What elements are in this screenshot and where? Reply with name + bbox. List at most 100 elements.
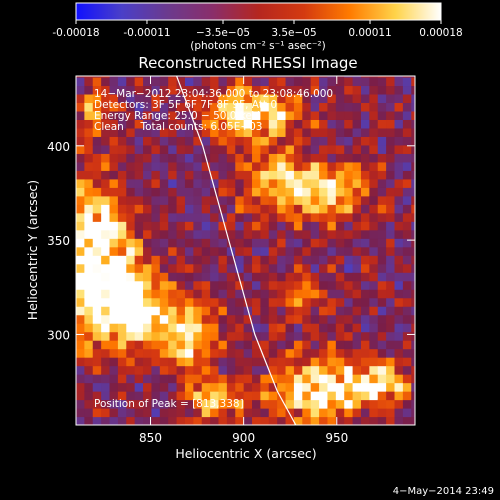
heatmap-cell	[402, 399, 412, 409]
heatmap-cell	[386, 119, 396, 129]
heatmap-cell	[218, 178, 228, 188]
heatmap-cell	[402, 76, 412, 87]
heatmap-cell	[201, 76, 211, 78]
heatmap-cell	[134, 314, 144, 324]
heatmap-cell	[369, 391, 379, 401]
heatmap-cell	[143, 297, 153, 307]
heatmap-cell	[184, 280, 194, 290]
heatmap-cell	[327, 187, 337, 197]
heatmap-cell	[193, 119, 203, 129]
heatmap-cell	[235, 195, 245, 205]
heatmap-cell	[109, 399, 119, 409]
heatmap-cell	[176, 110, 186, 120]
heatmap-cell	[285, 102, 295, 112]
heatmap-cell	[394, 221, 404, 231]
heatmap-cell	[84, 119, 94, 129]
heatmap-cell	[402, 204, 412, 214]
heatmap-cell	[335, 255, 345, 265]
heatmap-cell	[394, 297, 404, 307]
heatmap-cell	[327, 331, 337, 341]
heatmap-cell	[243, 93, 253, 104]
heatmap-cell	[243, 187, 253, 197]
heatmap-cell	[143, 314, 153, 324]
heatmap-cell	[92, 382, 102, 392]
heatmap-cell	[159, 153, 169, 163]
heatmap-cell	[344, 144, 354, 154]
heatmap-cell	[268, 323, 278, 333]
heatmap-cell	[252, 297, 261, 307]
heatmap-cell	[268, 76, 278, 87]
heatmap-cell	[134, 263, 144, 273]
heatmap-cell	[344, 314, 354, 324]
heatmap-cell	[335, 153, 345, 163]
heatmap-cell	[252, 331, 261, 341]
heatmap-cell	[235, 399, 245, 409]
heatmap-cell	[168, 357, 178, 367]
heatmap-cell	[302, 399, 312, 409]
heatmap-cell	[335, 187, 345, 197]
heatmap-cell	[277, 255, 287, 265]
heatmap-cell	[168, 110, 178, 120]
heatmap-cell	[134, 348, 144, 358]
heatmap-cell	[101, 306, 111, 316]
heatmap-cell	[268, 399, 278, 409]
heatmap-cell	[184, 187, 194, 197]
heatmap-cell	[285, 229, 295, 239]
heatmap-cell	[92, 85, 102, 95]
heatmap-cell	[168, 331, 178, 341]
heatmap-cell	[168, 391, 178, 401]
heatmap-cell	[76, 178, 85, 188]
heatmap-cell	[352, 408, 362, 418]
heatmap-cell	[143, 144, 153, 154]
heatmap-cell	[235, 221, 245, 231]
heatmap-cell	[285, 187, 295, 197]
heatmap-cell	[310, 382, 320, 392]
heatmap-cell	[327, 408, 337, 418]
heatmap-cell	[260, 314, 270, 324]
heatmap-cell	[268, 170, 278, 180]
heatmap-cell	[218, 127, 228, 137]
heatmap-cell	[377, 280, 387, 290]
heatmap-cell	[335, 289, 345, 299]
heatmap-cell	[168, 161, 178, 171]
y-axis-title: Heliocentric Y (arcsec)	[25, 180, 40, 320]
heatmap-cell	[394, 365, 404, 375]
heatmap-cell	[310, 127, 320, 137]
heatmap-cell	[184, 323, 194, 333]
heatmap-cell	[176, 263, 186, 273]
heatmap-cell	[377, 255, 387, 265]
heatmap-cell	[386, 127, 396, 137]
heatmap-cell	[285, 144, 295, 154]
heatmap-cell	[386, 331, 396, 341]
heatmap-cell	[386, 399, 396, 409]
heatmap-cell	[344, 399, 354, 409]
heatmap-cell	[335, 195, 345, 205]
heatmap-cell	[402, 391, 412, 401]
heatmap-cell	[310, 408, 320, 418]
heatmap-cell	[252, 136, 261, 146]
heatmap-cell	[218, 153, 228, 163]
heatmap-cell	[394, 416, 404, 425]
heatmap-cell	[302, 408, 312, 418]
heatmap-cell	[134, 76, 144, 87]
heatmap-cell	[335, 399, 345, 409]
heatmap-cell	[327, 348, 337, 358]
heatmap-cell	[151, 323, 161, 333]
heatmap-cell	[352, 187, 362, 197]
heatmap-cell	[252, 340, 261, 350]
heatmap-cell	[344, 170, 354, 180]
heatmap-cell	[394, 76, 404, 78]
heatmap-cell	[277, 382, 287, 392]
heatmap-cell	[235, 170, 245, 180]
heatmap-cell	[352, 229, 362, 239]
heatmap-cell	[268, 374, 278, 384]
heatmap-cell	[319, 255, 329, 265]
heatmap-cell	[226, 238, 236, 248]
heatmap-cell	[226, 119, 236, 129]
heatmap-cell	[277, 408, 287, 418]
heatmap-cell	[260, 144, 270, 154]
heatmap-cell	[302, 153, 312, 163]
heatmap-cell	[277, 263, 287, 273]
colorbar-tick-label: 0.00011	[348, 27, 391, 39]
heatmap-cell	[411, 280, 415, 290]
